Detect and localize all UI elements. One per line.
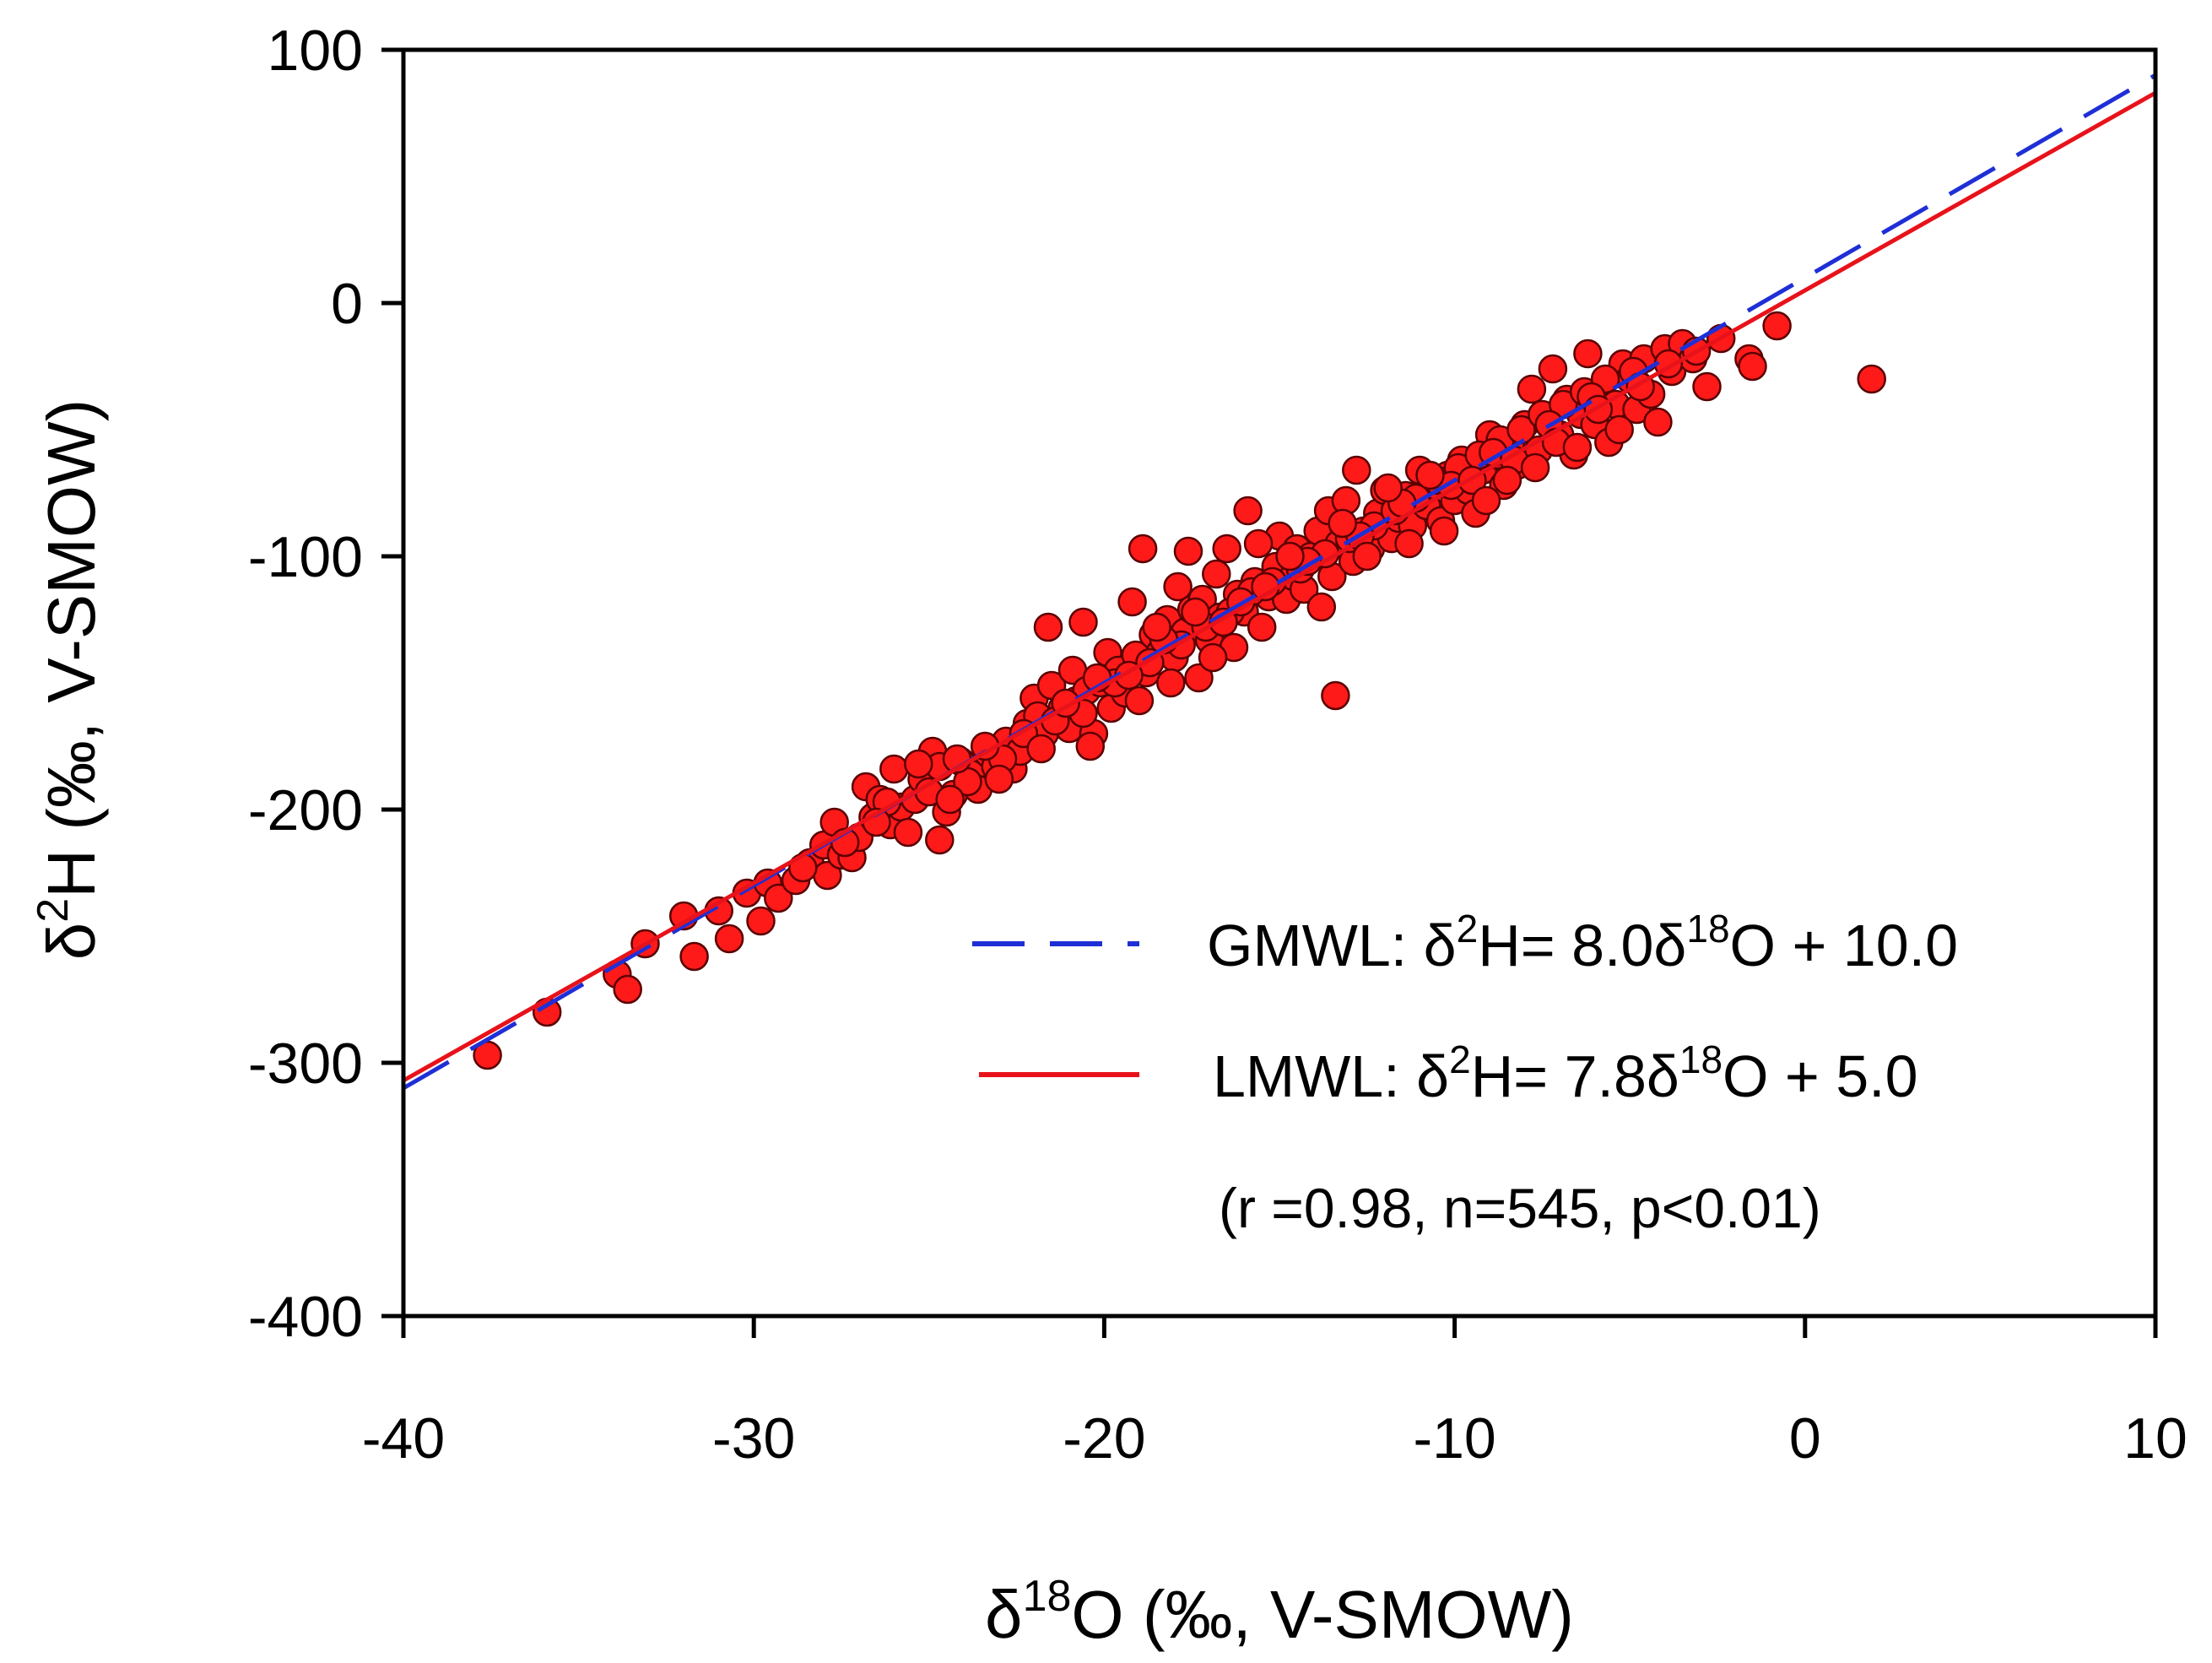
x-axis-title: δ18O (‰, V-SMOW): [985, 1572, 1574, 1652]
data-points: [473, 311, 1886, 1070]
data-point: [904, 749, 933, 779]
data-point: [1517, 374, 1547, 404]
legend-lmwl-label: LMWL: δ2H= 7.8δ18O + 5.0: [1213, 1037, 1918, 1109]
data-point: [1857, 364, 1886, 394]
data-point: [1163, 571, 1193, 602]
data-point: [1233, 496, 1263, 526]
data-point: [1471, 485, 1501, 516]
y-tick-label: 0: [331, 272, 363, 336]
data-point: [1321, 680, 1350, 711]
data-point: [1429, 516, 1459, 546]
data-point: [1275, 541, 1305, 571]
x-tick-label: -30: [712, 1406, 795, 1471]
data-point: [1181, 597, 1210, 627]
y-tick-label: 100: [268, 19, 363, 83]
data-point: [1198, 642, 1228, 673]
data-point: [1373, 473, 1403, 503]
data-point: [1562, 432, 1593, 463]
x-tick-label: -20: [1063, 1406, 1145, 1471]
data-point: [764, 883, 793, 913]
data-point: [1026, 734, 1056, 764]
data-point: [714, 924, 744, 954]
x-tick-label: 10: [2123, 1406, 2188, 1471]
data-point: [1643, 407, 1673, 437]
data-point: [1184, 663, 1214, 693]
data-point: [1538, 354, 1568, 384]
data-point: [1342, 455, 1371, 485]
data-point: [1604, 414, 1634, 445]
data-point: [1173, 536, 1203, 566]
stats-annotation: (r =0.98, n=545, p<0.01): [1219, 1177, 1821, 1239]
data-point: [925, 825, 955, 855]
data-point: [1128, 534, 1158, 564]
data-point: [1692, 371, 1722, 402]
data-point: [1156, 668, 1186, 698]
data-point: [1762, 311, 1792, 341]
data-point: [1202, 559, 1231, 589]
data-point: [1573, 339, 1603, 369]
data-point: [879, 754, 909, 784]
x-tick-label: -40: [362, 1406, 445, 1471]
y-axis-ticks: 100 0 -100 -200 -300 -400: [248, 19, 403, 1349]
y-tick-label: -400: [248, 1285, 363, 1349]
lmwl-line: [402, 90, 2157, 1083]
data-point: [1328, 508, 1357, 539]
data-point: [679, 941, 709, 972]
fit-lines: [402, 73, 2157, 1091]
data-point: [1492, 465, 1522, 496]
data-point: [1247, 612, 1277, 642]
data-point: [1068, 607, 1098, 637]
legend-gmwl-label: GMWL: δ2H= 8.0δ18O + 10.0: [1207, 907, 1958, 978]
y-tick-label: -300: [248, 1032, 363, 1096]
data-point: [984, 764, 1014, 794]
y-axis-title: δ2H (‰, V-SMOW): [29, 399, 109, 961]
data-point: [1306, 592, 1337, 622]
legend: GMWL: δ2H= 8.0δ18O + 10.0 LMWL: δ2H= 7.8…: [972, 907, 1958, 1239]
x-axis-ticks: -40 -30 -20 -10 0 10: [362, 1316, 2188, 1471]
gmwl-line: [402, 73, 2157, 1091]
data-point: [1394, 528, 1424, 559]
data-point: [1738, 351, 1767, 382]
data-point: [935, 784, 965, 815]
x-tick-label: -10: [1413, 1406, 1495, 1471]
data-point: [1243, 528, 1274, 559]
data-point: [1075, 731, 1106, 761]
data-point: [1033, 612, 1063, 642]
plot-frame: [401, 47, 2158, 1319]
y-tick-label: -200: [248, 778, 363, 842]
data-point: [613, 974, 642, 1005]
data-point: [1117, 587, 1147, 617]
data-point: [1415, 460, 1445, 490]
x-tick-label: 0: [1789, 1406, 1821, 1471]
y-tick-label: -100: [248, 525, 363, 589]
data-point: [1124, 685, 1155, 716]
data-point: [1520, 452, 1550, 483]
data-point: [1212, 534, 1241, 564]
data-point: [1352, 541, 1382, 571]
data-point: [746, 906, 776, 936]
data-point: [893, 817, 923, 848]
data-point: [1142, 612, 1171, 642]
